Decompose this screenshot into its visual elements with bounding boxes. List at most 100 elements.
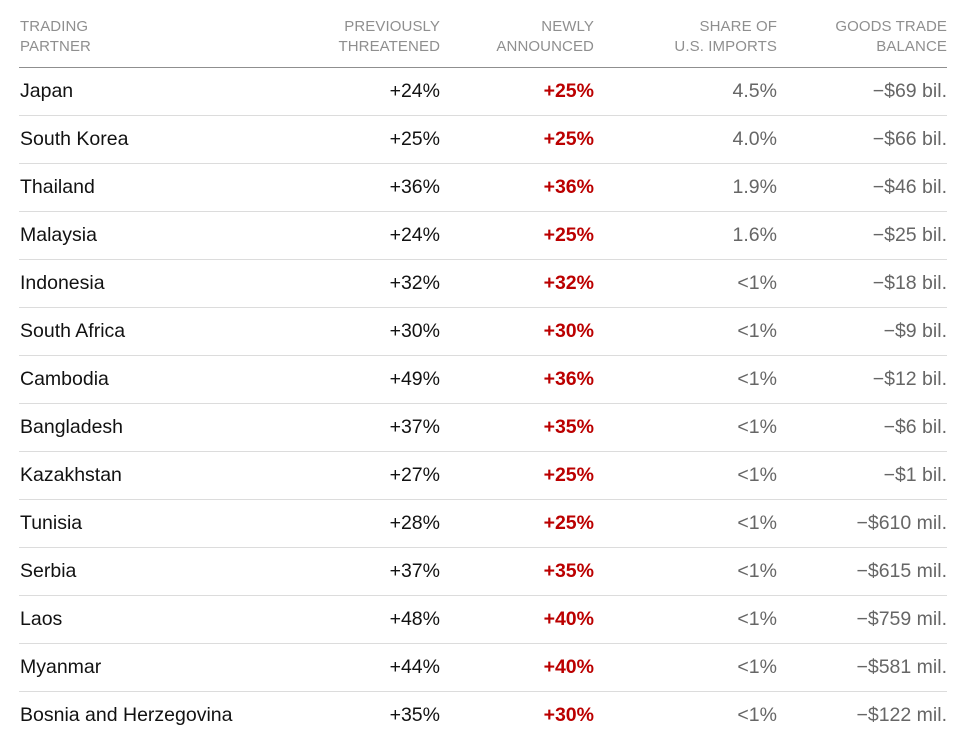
partner-name: Myanmar [20, 656, 102, 678]
share-of-imports-value: <1% [737, 368, 777, 390]
previously-threatened-value: +30% [389, 320, 440, 342]
trade-balance-value: −$122 mil. [856, 704, 947, 726]
newly-announced-value: +35% [543, 416, 594, 438]
share-of-imports-value: <1% [737, 416, 777, 438]
table-body: Japan +24% +25% 4.5% −$69 bil. South Korea +25… [19, 68, 947, 740]
trade-balance-value: −$759 mil. [856, 608, 947, 630]
newly-announced-value: +40% [543, 656, 594, 678]
header-newly-announced-line-2: ANNOUNCED [496, 38, 594, 55]
header-goods-trade-balance: GOODS TRADE BALANCE [835, 17, 947, 57]
partner-name: Indonesia [20, 272, 105, 294]
table-row: Japan +24% +25% 4.5% −$69 bil. [19, 68, 947, 116]
table-row: Myanmar +44% +40% <1% −$581 mil. [19, 644, 947, 692]
previously-threatened-value: +27% [389, 464, 440, 486]
header-trading-partner: TRADING PARTNER [20, 17, 91, 57]
table-row: Cambodia +49% +36% <1% −$12 bil. [19, 356, 947, 404]
share-of-imports-value: <1% [737, 704, 777, 726]
trade-balance-value: −$610 mil. [856, 512, 947, 534]
table-row: Tunisia +28% +25% <1% −$610 mil. [19, 500, 947, 548]
partner-name: Bosnia and Herzegovina [20, 704, 233, 726]
previously-threatened-value: +35% [389, 704, 440, 726]
newly-announced-value: +25% [543, 80, 594, 102]
table-row: Bangladesh +37% +35% <1% −$6 bil. [19, 404, 947, 452]
table-row: Bosnia and Herzegovina +35% +30% <1% −$122 m… [19, 692, 947, 740]
share-of-imports-value: <1% [737, 608, 777, 630]
previously-threatened-value: +37% [389, 560, 440, 582]
trade-balance-value: −$66 bil. [872, 128, 947, 150]
share-of-imports-value: 4.0% [732, 128, 777, 150]
header-share-of-imports-line-2: U.S. IMPORTS [674, 38, 777, 55]
share-of-imports-value: 1.9% [732, 176, 777, 198]
share-of-imports-value: <1% [737, 272, 777, 294]
table-row: Laos +48% +40% <1% −$759 mil. [19, 596, 947, 644]
table-row: Kazakhstan +27% +25% <1% −$1 bil. [19, 452, 947, 500]
newly-announced-value: +40% [543, 608, 594, 630]
trade-balance-value: −$9 bil. [883, 320, 947, 342]
newly-announced-value: +25% [543, 128, 594, 150]
trade-balance-value: −$1 bil. [883, 464, 947, 486]
trade-balance-value: −$69 bil. [872, 80, 947, 102]
header-share-of-imports-line-1: SHARE OF [699, 18, 777, 35]
newly-announced-value: +25% [543, 512, 594, 534]
share-of-imports-value: <1% [737, 320, 777, 342]
partner-name: Malaysia [20, 224, 97, 246]
partner-name: South Korea [20, 128, 129, 150]
partner-name: Thailand [20, 176, 95, 198]
header-newly-announced: NEWLY ANNOUNCED [496, 17, 594, 57]
header-trading-partner-line-1: TRADING [20, 18, 89, 35]
previously-threatened-value: +25% [389, 128, 440, 150]
trade-balance-value: −$46 bil. [872, 176, 947, 198]
previously-threatened-value: +24% [389, 224, 440, 246]
header-previously-threatened-line-1: PREVIOUSLY [344, 18, 440, 35]
newly-announced-value: +30% [543, 320, 594, 342]
previously-threatened-value: +24% [389, 80, 440, 102]
previously-threatened-value: +36% [389, 176, 440, 198]
table-row: South Korea +25% +25% 4.0% −$66 bil. [19, 116, 947, 164]
partner-name: Japan [20, 80, 74, 102]
share-of-imports-value: <1% [737, 656, 777, 678]
header-previously-threatened: PREVIOUSLY THREATENED [338, 17, 440, 57]
table-row: Indonesia +32% +32% <1% −$18 bil. [19, 260, 947, 308]
partner-name: Bangladesh [20, 416, 124, 438]
tariff-table: TRADING PARTNER PREVIOUSLY THREATENED NE… [19, 0, 947, 740]
header-newly-announced-line-1: NEWLY [541, 18, 594, 35]
partner-name: Kazakhstan [20, 464, 122, 486]
header-trading-partner-line-2: PARTNER [20, 38, 91, 55]
newly-announced-value: +32% [543, 272, 594, 294]
previously-threatened-value: +37% [389, 416, 440, 438]
previously-threatened-value: +48% [389, 608, 440, 630]
trade-balance-value: −$18 bil. [872, 272, 947, 294]
trade-balance-value: −$615 mil. [856, 560, 947, 582]
header-goods-trade-balance-line-2: BALANCE [876, 38, 947, 55]
newly-announced-value: +25% [543, 224, 594, 246]
previously-threatened-value: +28% [389, 512, 440, 534]
partner-name: South Africa [20, 320, 126, 342]
table-row: South Africa +30% +30% <1% −$9 bil. [19, 308, 947, 356]
partner-name: Serbia [20, 560, 77, 582]
previously-threatened-value: +32% [389, 272, 440, 294]
table-header: TRADING PARTNER PREVIOUSLY THREATENED NE… [19, 0, 947, 68]
trade-balance-value: −$12 bil. [872, 368, 947, 390]
partner-name: Cambodia [20, 368, 109, 390]
table-row: Malaysia +24% +25% 1.6% −$25 bil. [19, 212, 947, 260]
newly-announced-value: +30% [543, 704, 594, 726]
table-row: Thailand +36% +36% 1.9% −$46 bil. [19, 164, 947, 212]
previously-threatened-value: +44% [389, 656, 440, 678]
share-of-imports-value: 4.5% [732, 80, 777, 102]
newly-announced-value: +35% [543, 560, 594, 582]
table-row: Serbia +37% +35% <1% −$615 mil. [19, 548, 947, 596]
header-share-of-imports: SHARE OF U.S. IMPORTS [674, 17, 777, 57]
partner-name: Tunisia [20, 512, 83, 534]
previously-threatened-value: +49% [389, 368, 440, 390]
trade-balance-value: −$6 bil. [883, 416, 947, 438]
trade-balance-value: −$581 mil. [856, 656, 947, 678]
trade-balance-value: −$25 bil. [872, 224, 947, 246]
share-of-imports-value: <1% [737, 512, 777, 534]
newly-announced-value: +36% [543, 368, 594, 390]
partner-name: Laos [20, 608, 63, 630]
header-goods-trade-balance-line-1: GOODS TRADE [835, 18, 947, 35]
share-of-imports-value: 1.6% [732, 224, 777, 246]
share-of-imports-value: <1% [737, 464, 777, 486]
newly-announced-value: +25% [543, 464, 594, 486]
newly-announced-value: +36% [543, 176, 594, 198]
